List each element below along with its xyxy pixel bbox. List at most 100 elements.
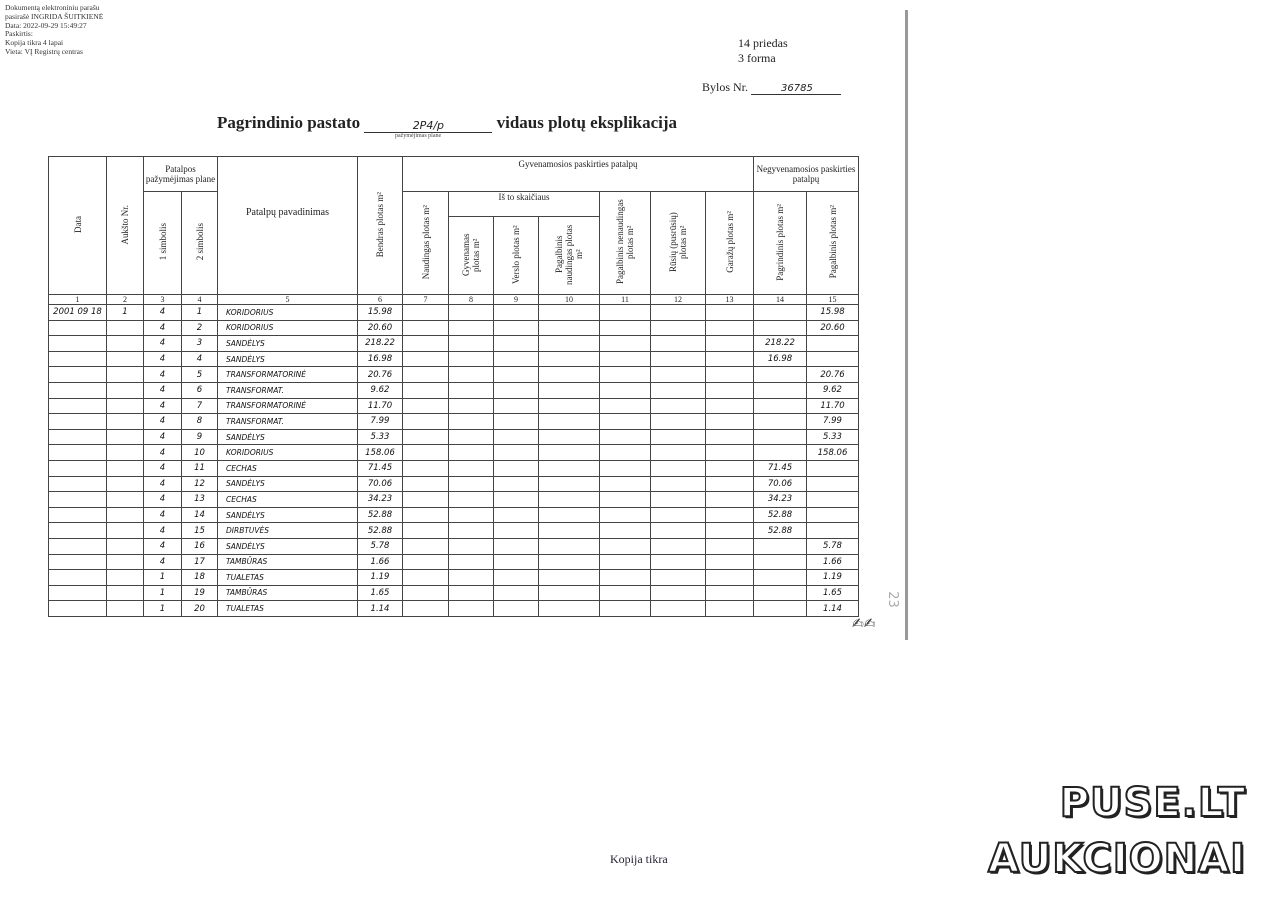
cell-empty <box>599 600 651 617</box>
cell-name: TAMBŪRAS <box>217 553 358 571</box>
cell-empty <box>538 366 600 383</box>
table-row: 4 9 SANDĖLYS 5.33 5.33 <box>48 428 859 446</box>
cell-empty <box>599 522 651 539</box>
cell-empty <box>650 537 706 555</box>
cell-empty <box>705 444 754 461</box>
table-row: 4 16 SANDĖLYS 5.78 5.78 <box>48 537 859 555</box>
column-number: 13 <box>705 294 754 305</box>
cell-name: KORIDORIUS <box>217 304 358 321</box>
cell-empty <box>538 491 600 508</box>
cell-name: CECHAS <box>217 491 358 508</box>
cell-s2: 17 <box>181 553 218 571</box>
cell-name: TUALETAS <box>217 569 358 586</box>
cell-empty <box>705 491 754 508</box>
cell-name: TRANSFORMATORINĖ <box>217 397 358 415</box>
header-aux-nonuseful: Pagalbinis nenaudingas plotas m² <box>599 191 651 295</box>
cell-date <box>48 444 107 461</box>
cell-empty <box>402 522 449 539</box>
cell-empty <box>599 428 651 446</box>
cell-total: 1.19 <box>357 569 403 586</box>
table-row: 4 15 DIRBTUVĖS 52.88 52.88 <box>48 522 859 539</box>
cell-c15 <box>806 506 859 524</box>
cell-empty <box>493 522 539 539</box>
cell-c14 <box>753 397 807 415</box>
cell-floor <box>106 319 144 337</box>
header-floor: Aukšto Nr. <box>106 156 144 295</box>
cell-name: SANDĖLYS <box>217 335 358 352</box>
cell-empty <box>448 553 494 571</box>
cell-s1: 4 <box>143 444 182 461</box>
cell-empty <box>705 381 754 399</box>
cell-empty <box>599 444 651 461</box>
cell-empty <box>448 600 494 617</box>
cell-floor <box>106 350 144 368</box>
cell-floor <box>106 459 144 477</box>
cell-empty <box>705 304 754 321</box>
cell-empty <box>448 537 494 555</box>
cell-empty <box>448 491 494 508</box>
cell-date <box>48 397 107 415</box>
cell-s1: 4 <box>143 381 182 399</box>
cell-c15: 15.98 <box>806 304 859 321</box>
cell-empty <box>705 413 754 430</box>
cell-s2: 14 <box>181 506 218 524</box>
cell-c14: 70.06 <box>753 475 807 493</box>
cell-empty <box>705 459 754 477</box>
cell-empty <box>402 444 449 461</box>
cell-total: 11.70 <box>357 397 403 415</box>
watermark-line: PUSE.LT <box>1059 779 1246 827</box>
cell-empty <box>599 350 651 368</box>
header-basement: Rūsių (pusrūsių) plotas m² <box>650 191 706 295</box>
cell-name: SANDĖLYS <box>217 475 358 493</box>
case-number: Bylos Nr. 36785 <box>702 80 842 95</box>
cell-empty <box>599 569 651 586</box>
cell-c15: 1.19 <box>806 569 859 586</box>
scan-edge-line <box>905 10 908 640</box>
cell-s1: 1 <box>143 600 182 617</box>
cell-c14: 16.98 <box>753 350 807 368</box>
cell-c14: 52.88 <box>753 506 807 524</box>
cell-empty <box>448 444 494 461</box>
header-aux-area: Pagalbinis plotas m² <box>806 191 859 295</box>
cell-total: 158.06 <box>357 444 403 461</box>
table-row: 4 2 KORIDORIUS 20.60 20.60 <box>48 319 859 337</box>
cell-empty <box>650 444 706 461</box>
cell-floor <box>106 553 144 571</box>
header-s1: 1 simbolis <box>143 191 182 295</box>
cell-c15: 1.65 <box>806 584 859 602</box>
form-number: 3 forma <box>738 51 776 65</box>
cell-c14: 52.88 <box>753 522 807 539</box>
cell-date <box>48 537 107 555</box>
cell-s1: 4 <box>143 304 182 321</box>
cell-empty <box>402 397 449 415</box>
cell-name: DIRBTUVĖS <box>217 522 358 539</box>
cell-s2: 8 <box>181 413 218 430</box>
cell-empty <box>599 397 651 415</box>
header-of-which: Iš to skaičiaus <box>448 191 600 217</box>
cell-empty <box>493 491 539 508</box>
cell-empty <box>493 475 539 493</box>
cell-empty <box>538 475 600 493</box>
case-label: Bylos Nr. <box>702 80 749 94</box>
cell-empty <box>448 584 494 602</box>
header-nonresidential-group: Negyvenamosios paskirties patalpų <box>753 156 859 192</box>
cell-empty <box>650 522 706 539</box>
cell-empty <box>493 444 539 461</box>
cell-name: CECHAS <box>217 459 358 477</box>
title-suffix: vidaus plotų eksplikacija <box>496 113 678 132</box>
cell-empty <box>493 428 539 446</box>
cell-empty <box>402 506 449 524</box>
cell-date <box>48 366 107 383</box>
cell-s1: 4 <box>143 475 182 493</box>
cell-c14 <box>753 569 807 586</box>
stamp-line: Vieta: VĮ Registrų centras <box>5 46 83 56</box>
cell-empty <box>705 397 754 415</box>
cell-empty <box>448 335 494 352</box>
cell-empty <box>599 475 651 493</box>
cell-s1: 4 <box>143 335 182 352</box>
cell-c15 <box>806 522 859 539</box>
cell-name: TRANSFORMAT. <box>217 413 358 430</box>
cell-c15: 1.66 <box>806 553 859 571</box>
cell-c14: 218.22 <box>753 335 807 352</box>
cell-c14 <box>753 413 807 430</box>
